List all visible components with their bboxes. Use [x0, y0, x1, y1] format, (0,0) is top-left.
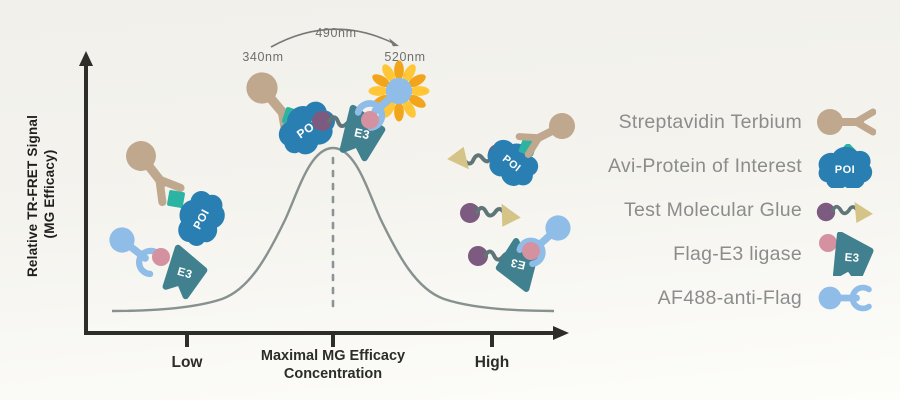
legend: Streptavidin Terbium Avi-Protein of Inte… — [608, 100, 876, 320]
flag-e3-ligase-icon — [819, 232, 876, 276]
x-tick-label-peak-line1: Maximal MG Efficacy — [261, 348, 405, 364]
fret-arrowhead — [388, 38, 399, 47]
x-tick-label-high: High — [475, 354, 509, 371]
legend-label: Flag-E3 ligase — [673, 242, 802, 265]
high-conc-e3-complex — [464, 210, 576, 289]
legend-item-avi-protein-of-interest: Avi-Protein of Interest — [608, 144, 876, 188]
emission-520nm-label: 520nm — [384, 50, 425, 64]
x-tick-label-peak-line2: Concentration — [284, 366, 382, 382]
flag-tag — [152, 248, 170, 266]
af488-anti-flag — [104, 222, 163, 276]
flag-tag — [361, 111, 379, 129]
legend-item-streptavidin-terbium: Streptavidin Terbium — [608, 100, 876, 144]
bell-curve — [111, 146, 555, 313]
fret-annotation: 340nm 490nm 520nm — [242, 26, 425, 64]
y-axis-arrowhead — [79, 51, 93, 66]
af488-anti-flag-icon — [814, 276, 876, 320]
test-molecular-glue-icon — [814, 200, 875, 225]
flag-tag — [522, 242, 540, 260]
legend-label: Streptavidin Terbium — [618, 110, 802, 133]
excitation-340nm-label: 340nm — [242, 50, 283, 64]
x-axis-arrowhead — [553, 326, 569, 340]
molecular-glue — [459, 201, 521, 227]
y-axis: Relative TR-FRET Signal (MG Efficacy) — [25, 51, 93, 331]
streptavidin-terbium — [518, 109, 580, 158]
free-molecular-glue — [459, 201, 521, 227]
fret-arrow-arc — [270, 28, 396, 48]
legend-item-flag-e3-ligase: Flag-E3 ligase — [608, 232, 876, 276]
legend-label: Avi-Protein of Interest — [607, 154, 802, 177]
avi-tag — [166, 189, 186, 209]
legend-label: AF488-anti-Flag — [657, 286, 802, 309]
legend-label: Test Molecular Glue — [623, 198, 802, 221]
dose-response-plot: Relative TR-FRET Signal (MG Efficacy) Lo… — [25, 26, 600, 382]
high-conc-poi-complex — [443, 109, 580, 195]
x-tick-label-low: Low — [172, 354, 204, 371]
x-axis: Low Maximal MG Efficacy Concentration Hi… — [84, 326, 569, 382]
transfer-490nm-label: 490nm — [315, 26, 356, 40]
low-conc-poi-complex — [120, 135, 233, 253]
avi-protein-of-interest-icon — [818, 144, 873, 188]
streptavidin-terbium-icon — [814, 100, 876, 144]
y-axis-label: Relative TR-FRET Signal (MG Efficacy) — [25, 111, 57, 277]
legend-item-test-molecular-glue: Test Molecular Glue — [608, 188, 876, 232]
legend-item-af488-anti-flag: AF488-anti-Flag — [608, 276, 876, 320]
